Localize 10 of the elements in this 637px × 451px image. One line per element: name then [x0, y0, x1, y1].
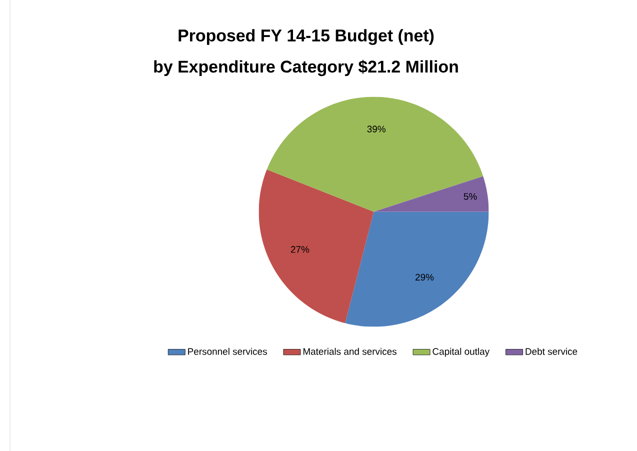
legend-label: Debt service [526, 348, 578, 355]
data-label: 5% [464, 193, 477, 200]
data-label: 29% [416, 274, 434, 281]
legend-label: Capital outlay [432, 348, 490, 357]
data-label: 27% [290, 246, 310, 253]
legend-label: Personnel services [188, 348, 267, 355]
chart-subtitle: by Expenditure Category $21.2 Million [154, 60, 458, 76]
data-label: 39% [367, 126, 386, 132]
legend-label: Materials and services [303, 348, 396, 355]
chart-title: Proposed FY 14-15 Budget (net) [178, 29, 434, 45]
